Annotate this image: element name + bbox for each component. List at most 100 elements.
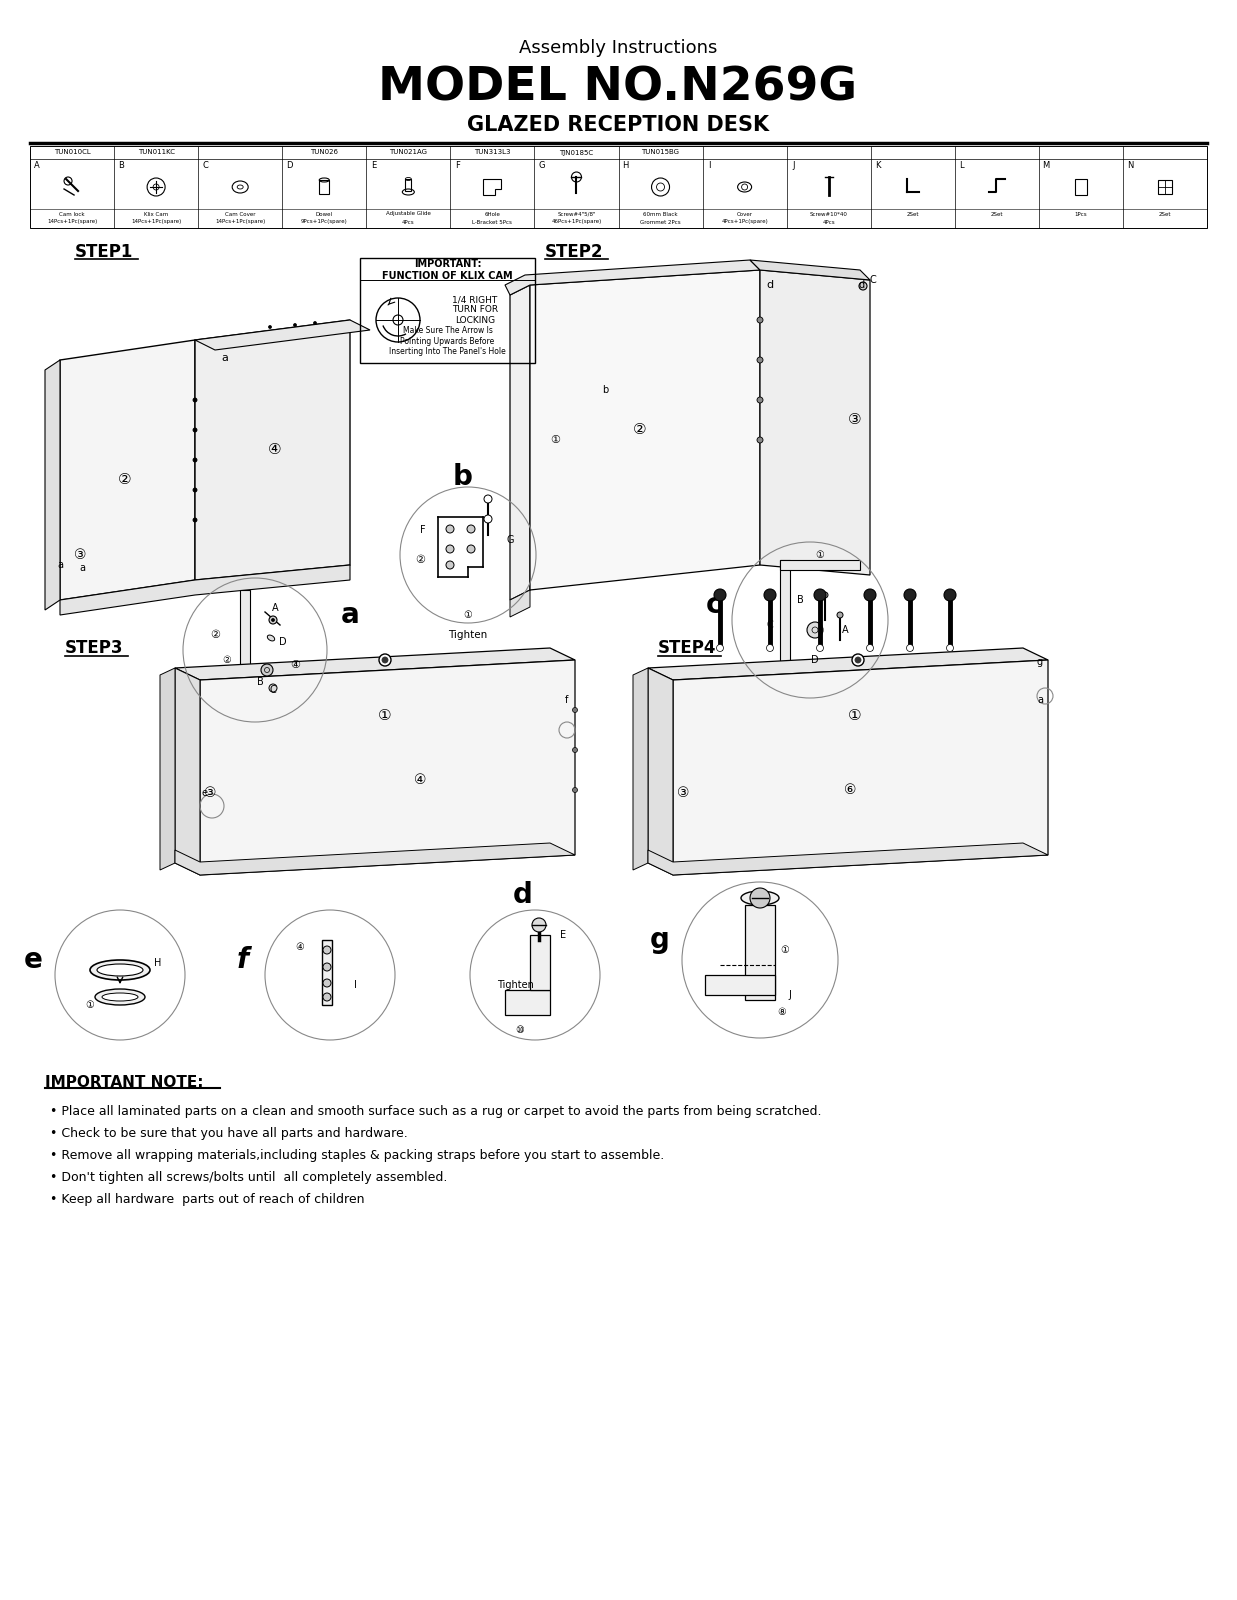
- Text: 4Pcs+1Pc(spare): 4Pcs+1Pc(spare): [721, 219, 768, 224]
- Text: E: E: [560, 930, 567, 939]
- Polygon shape: [529, 270, 760, 590]
- Circle shape: [767, 645, 773, 651]
- Text: D: D: [286, 160, 292, 170]
- Text: Screw#4"5/8": Screw#4"5/8": [557, 211, 596, 216]
- Circle shape: [750, 888, 769, 909]
- Circle shape: [268, 325, 271, 328]
- Bar: [1158, 179, 1171, 194]
- Text: ⑥: ⑥: [844, 782, 856, 797]
- Text: STEP1: STEP1: [75, 243, 134, 261]
- Text: ①: ①: [464, 610, 473, 619]
- Polygon shape: [174, 669, 200, 875]
- Circle shape: [823, 592, 828, 598]
- Text: ③: ③: [204, 786, 216, 800]
- Text: I: I: [709, 160, 711, 170]
- Circle shape: [193, 427, 197, 432]
- Text: TUN021AG: TUN021AG: [390, 149, 427, 155]
- Text: Make Sure The Arrow Is
Pointing Upwards Before
Inserting Into The Panel's Hole: Make Sure The Arrow Is Pointing Upwards …: [390, 326, 506, 355]
- Polygon shape: [648, 843, 1048, 875]
- Text: 4Pcs: 4Pcs: [823, 219, 835, 224]
- Text: ①: ①: [85, 1000, 94, 1010]
- Text: • Keep all hardware  parts out of reach of children: • Keep all hardware parts out of reach o…: [49, 1194, 365, 1206]
- Circle shape: [573, 787, 578, 792]
- Text: f: f: [238, 946, 249, 974]
- Text: • Remove all wrapping materials,including staples & packing straps before you st: • Remove all wrapping materials,includin…: [49, 1149, 664, 1162]
- Text: 2Set: 2Set: [907, 211, 919, 216]
- Text: f: f: [565, 694, 569, 706]
- Text: 4Pcs: 4Pcs: [402, 219, 414, 224]
- Text: M: M: [1043, 160, 1049, 170]
- Polygon shape: [174, 648, 575, 680]
- Text: ⑩: ⑩: [516, 1026, 524, 1035]
- Polygon shape: [61, 565, 350, 614]
- Text: 1Pcs: 1Pcs: [1075, 211, 1087, 216]
- Polygon shape: [505, 990, 550, 1014]
- Circle shape: [468, 525, 475, 533]
- Circle shape: [863, 589, 876, 602]
- Text: b: b: [602, 386, 609, 395]
- Text: Cam lock: Cam lock: [59, 211, 85, 216]
- Text: ③: ③: [849, 413, 862, 427]
- Circle shape: [855, 658, 861, 662]
- Circle shape: [323, 946, 332, 954]
- Polygon shape: [750, 259, 870, 280]
- Polygon shape: [648, 669, 673, 875]
- Circle shape: [271, 619, 275, 621]
- Text: K: K: [875, 160, 881, 170]
- Text: TUN015BG: TUN015BG: [642, 149, 679, 155]
- Text: 14Pcs+1Pc(spare): 14Pcs+1Pc(spare): [47, 219, 98, 224]
- Text: STEP2: STEP2: [546, 243, 604, 261]
- Circle shape: [447, 562, 454, 570]
- Text: D: D: [811, 654, 819, 666]
- Text: ②: ②: [633, 422, 647, 437]
- Text: IMPORTANT:
FUNCTION OF KLIX CAM: IMPORTANT: FUNCTION OF KLIX CAM: [382, 259, 513, 282]
- Text: B: B: [119, 160, 124, 170]
- Text: A: A: [841, 626, 849, 635]
- Text: a: a: [1037, 694, 1043, 706]
- Circle shape: [944, 589, 956, 602]
- Circle shape: [573, 747, 578, 752]
- Text: • Place all laminated parts on a clean and smooth surface such as a rug or carpe: • Place all laminated parts on a clean a…: [49, 1106, 821, 1118]
- Text: a: a: [221, 354, 229, 363]
- Text: TUN011KC: TUN011KC: [137, 149, 174, 155]
- Text: I: I: [354, 979, 356, 990]
- Circle shape: [757, 397, 763, 403]
- Text: ③: ③: [677, 786, 689, 800]
- Circle shape: [532, 918, 546, 931]
- Circle shape: [323, 963, 332, 971]
- Text: Tighten: Tighten: [448, 630, 487, 640]
- Circle shape: [268, 685, 277, 691]
- Text: F: F: [421, 525, 426, 534]
- Text: 9Pcs+1Pc(spare): 9Pcs+1Pc(spare): [301, 219, 348, 224]
- Text: C: C: [870, 275, 876, 285]
- Text: D: D: [280, 637, 287, 646]
- Ellipse shape: [101, 994, 139, 1002]
- Circle shape: [193, 458, 197, 462]
- Text: G: G: [506, 534, 513, 546]
- Circle shape: [757, 357, 763, 363]
- Text: G: G: [538, 160, 544, 170]
- Polygon shape: [529, 934, 550, 990]
- Text: MODEL NO.N269G: MODEL NO.N269G: [379, 66, 857, 110]
- Polygon shape: [673, 659, 1048, 875]
- Text: Assembly Instructions: Assembly Instructions: [518, 38, 717, 58]
- Text: 14Pcs+1Pc(spare): 14Pcs+1Pc(spare): [215, 219, 265, 224]
- Text: 46Pcs+1Pc(spare): 46Pcs+1Pc(spare): [552, 219, 601, 224]
- Text: C: C: [202, 160, 208, 170]
- Text: a: a: [79, 563, 85, 573]
- Text: Dowel: Dowel: [315, 211, 333, 216]
- Polygon shape: [195, 320, 350, 579]
- Polygon shape: [195, 320, 370, 350]
- Text: a: a: [57, 560, 63, 570]
- Text: • Check to be sure that you have all parts and hardware.: • Check to be sure that you have all par…: [49, 1126, 408, 1139]
- Circle shape: [484, 515, 492, 523]
- Polygon shape: [633, 669, 648, 870]
- Ellipse shape: [95, 989, 145, 1005]
- Text: Tighten: Tighten: [496, 979, 533, 990]
- Ellipse shape: [267, 635, 275, 642]
- Text: 60mm Black: 60mm Black: [643, 211, 678, 216]
- Text: 2Set: 2Set: [991, 211, 1003, 216]
- Text: ①: ①: [815, 550, 824, 560]
- Circle shape: [323, 994, 332, 1002]
- Ellipse shape: [90, 960, 150, 979]
